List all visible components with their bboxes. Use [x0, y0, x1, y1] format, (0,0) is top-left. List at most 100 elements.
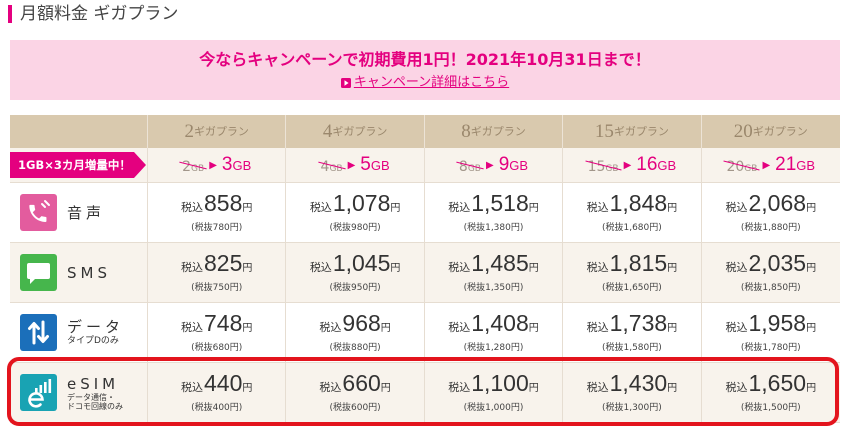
price-excl-tax: (税抜1,000円) — [463, 403, 524, 413]
price-amount: 1,848 — [609, 190, 668, 216]
plan-unit: ギガプラン — [613, 124, 669, 138]
price-amount: 1,518 — [471, 190, 529, 216]
price-tax-label: 税込 — [181, 201, 203, 214]
price-row-voice: 音声 税込858円 (税抜780円) 税込1,078円 (税抜980円) 税込1,5… — [10, 183, 840, 243]
price-excl-tax: (税抜680円) — [191, 343, 243, 353]
price-amount: 1,738 — [609, 310, 668, 336]
header-corner-cell — [10, 115, 148, 148]
price-tax-label: 税込 — [319, 321, 342, 334]
new-capacity-unit: GB — [796, 158, 816, 173]
price-amount: 660 — [342, 370, 381, 396]
row-label-cell: データ タイプDのみ — [10, 303, 148, 363]
price-tax-label: 税込 — [309, 261, 332, 274]
price-tax-label: 税込 — [586, 261, 609, 274]
price-cell: 税込1,518円 (税抜1,380円) — [424, 183, 564, 243]
row-label-text: 音声 — [67, 204, 105, 222]
old-capacity-unit: GB — [329, 163, 343, 174]
price-cell: 税込968円 (税抜880円) — [286, 303, 425, 363]
price-cell: 税込2,068円 (税抜1,880円) — [701, 183, 840, 243]
campaign-detail-link-label: キャンペーン詳細はこちら — [353, 75, 510, 90]
plan-header-20: 20 ギガプラン — [702, 115, 840, 148]
price-tax-label: 税込 — [448, 321, 471, 334]
price-table: 2 ギガプラン 4 ギガプラン 8 ギガプラン 15 ギガプラン 20 ギガプラン 1GB… — [10, 115, 840, 423]
price-tax-label: 税込 — [181, 381, 203, 394]
price-excl-tax: (税抜980円) — [329, 223, 381, 233]
plan-header-15: 15 ギガプラン — [563, 115, 702, 148]
old-capacity-number: 4 — [320, 158, 330, 175]
price-excl-tax: (税抜600円) — [329, 403, 381, 413]
price-tax-label: 税込 — [448, 381, 471, 394]
price-cell: 税込1,738円 (税抜1,580円) — [563, 303, 702, 363]
row-label-cell: 音声 — [10, 183, 148, 243]
new-capacity-number: 16 — [636, 154, 658, 175]
price-cell: 税込1,650円 (税抜1,500円) — [701, 363, 840, 423]
old-capacity: 2GB — [182, 156, 204, 175]
old-capacity-unit: GB — [467, 163, 481, 174]
increase-badge: 1GB×3カ月増量中！ — [10, 152, 146, 178]
campaign-detail-link[interactable]: キャンペーン詳細はこちら — [340, 74, 510, 92]
price-amount: 748 — [204, 310, 243, 336]
old-capacity-number: 2 — [182, 158, 192, 175]
price-yen-unit: 円 — [380, 383, 391, 394]
price-cell: 税込1,045円 (税抜950円) — [286, 243, 425, 303]
price-yen-unit: 円 — [242, 323, 253, 334]
new-capacity-number: 21 — [775, 154, 797, 175]
price-excl-tax: (税抜950円) — [329, 283, 381, 293]
increase-arrow-icon: ▶ — [347, 159, 356, 171]
price-amount: 440 — [204, 370, 243, 396]
old-capacity-number: 20 — [726, 158, 745, 175]
new-capacity-number: 9 — [498, 154, 510, 175]
price-yen-unit: 円 — [667, 383, 678, 394]
increase-arrow-icon: ▶ — [762, 159, 771, 171]
price-yen-unit: 円 — [390, 263, 401, 274]
price-amount: 2,035 — [748, 250, 807, 276]
price-yen-unit: 円 — [667, 323, 678, 334]
price-amount: 968 — [342, 310, 381, 336]
old-capacity: 20GB — [726, 156, 757, 175]
price-tax-label: 税込 — [725, 201, 748, 214]
price-yen-unit: 円 — [806, 383, 817, 394]
plan-header-2: 2 ギガプラン — [148, 115, 287, 148]
plan-number: 20 — [733, 120, 753, 142]
price-tax-label: 税込 — [309, 201, 332, 214]
price-cell: 税込748円 (税抜680円) — [148, 303, 287, 363]
price-excl-tax: (税抜1,580円) — [601, 343, 662, 353]
plan-unit: ギガプラン — [332, 124, 388, 138]
page-title: 月額料金 ギガプラン — [20, 4, 179, 24]
price-amount: 1,485 — [471, 250, 529, 276]
increase-cell: 15GB ▶ 16GB — [563, 148, 702, 183]
new-capacity-unit: GB — [232, 158, 252, 173]
price-tax-label: 税込 — [586, 381, 609, 394]
plan-unit: ギガプラン — [752, 124, 808, 138]
data-arrows-icon — [20, 314, 57, 351]
new-capacity-unit: GB — [657, 158, 677, 173]
price-excl-tax: (税抜1,880円) — [740, 223, 801, 233]
price-amount: 1,100 — [471, 370, 529, 396]
price-yen-unit: 円 — [390, 203, 401, 214]
price-amount: 1,650 — [748, 370, 807, 396]
plan-number: 2 — [184, 120, 194, 142]
row-label: eSIM — [67, 374, 120, 393]
price-cell: 税込825円 (税抜750円) — [148, 243, 287, 303]
arrow-right-square-icon — [340, 78, 351, 88]
price-yen-unit: 円 — [528, 383, 539, 394]
plan-number: 4 — [322, 120, 333, 142]
plan-number: 15 — [594, 120, 614, 142]
price-cell: 税込1,815円 (税抜1,650円) — [563, 243, 702, 303]
price-yen-unit: 円 — [806, 203, 817, 214]
data-increase-row: 1GB×3カ月増量中！ 2GB ▶ 3GB 4GB ▶ 5GB 8GB ▶ 9GB 15GB… — [10, 148, 840, 183]
price-yen-unit: 円 — [242, 203, 253, 214]
esim-icon — [20, 374, 57, 411]
old-capacity-unit: GB — [191, 163, 205, 174]
price-tax-label: 税込 — [181, 261, 203, 274]
new-capacity-number: 5 — [360, 154, 371, 175]
price-cell: 税込1,100円 (税抜1,000円) — [424, 363, 564, 423]
price-cell: 税込858円 (税抜780円) — [148, 183, 287, 243]
price-amount: 2,068 — [748, 190, 807, 216]
row-label: 音声 — [67, 203, 106, 222]
increase-cell: 4GB ▶ 5GB — [286, 148, 425, 183]
price-yen-unit: 円 — [528, 203, 539, 214]
plan-header-row: 2 ギガプラン 4 ギガプラン 8 ギガプラン 15 ギガプラン 20 ギガプラン — [10, 115, 840, 148]
heading-accent-bar — [8, 5, 12, 23]
new-capacity-unit: GB — [509, 158, 529, 173]
